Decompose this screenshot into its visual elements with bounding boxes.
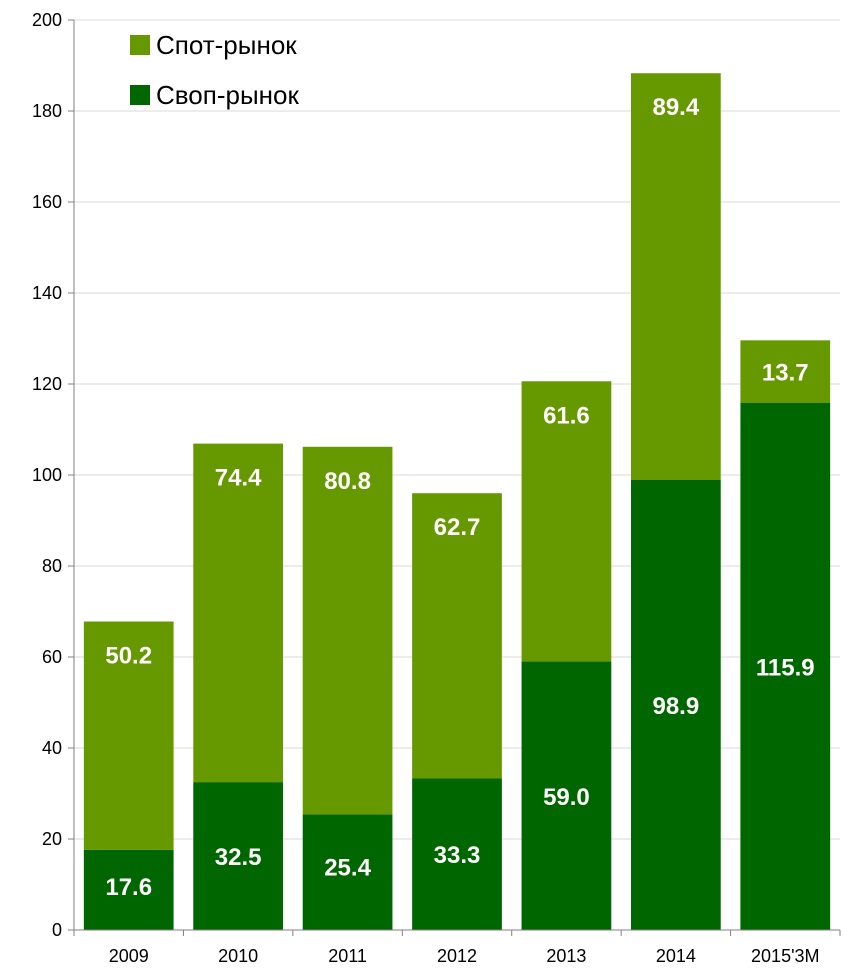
y-tick-label: 120: [32, 374, 62, 394]
bars: [83, 73, 831, 930]
x-tick-label: 2015'3M: [751, 946, 819, 966]
bar-value-label: 80.8: [324, 468, 371, 495]
bar-swap-5: [630, 480, 721, 930]
y-tick-label: 20: [42, 829, 62, 849]
bar-swap-4: [521, 661, 612, 930]
bar-value-label: 115.9: [756, 654, 815, 681]
y-tick-label: 0: [52, 920, 62, 940]
bar-value-label: 13.7: [762, 359, 809, 386]
bar-value-label: 98.9: [652, 693, 699, 720]
bar-value-label: 32.5: [215, 844, 262, 871]
legend-swatch: [130, 35, 150, 55]
x-tick-label: 2012: [437, 946, 477, 966]
y-tick-label: 180: [32, 101, 62, 121]
data-labels: 17.6 50.2 32.5 74.4 25.4 80.8 33.3 62.7 59.0 61.6…: [105, 94, 814, 901]
legend-label: Своп-рынок: [156, 80, 299, 110]
bar-spot-4: [521, 381, 612, 662]
legend-label: Спот-рынок: [156, 30, 297, 60]
y-tick-label: 140: [32, 283, 62, 303]
legend-swatch: [130, 85, 150, 105]
bar-swap-1: [193, 782, 284, 930]
y-tick-label: 60: [42, 647, 62, 667]
bar-value-label: 74.4: [215, 465, 262, 492]
y-tick-label: 200: [32, 10, 62, 30]
bar-spot-5: [630, 73, 721, 481]
bar-swap-6: [740, 402, 831, 930]
bar-spot-1: [193, 443, 284, 783]
bar-spot-3: [412, 493, 502, 779]
bar-value-label: 62.7: [434, 514, 481, 541]
bar-value-label: 89.4: [652, 94, 699, 121]
bar-swap-3: [412, 778, 502, 930]
bar-value-label: 25.4: [324, 854, 371, 881]
bar-value-label: 17.6: [105, 874, 152, 901]
x-tick-label: 2009: [109, 946, 149, 966]
bar-spot-2: [302, 446, 393, 815]
bar-spot-0: [83, 621, 174, 850]
y-tick-label: 100: [32, 465, 62, 485]
y-tick-label: 80: [42, 556, 62, 576]
x-tick-label: 2011: [328, 946, 367, 966]
x-tick-label: 2013: [546, 946, 586, 966]
bar-value-label: 50.2: [105, 643, 152, 670]
x-tick-label: 2010: [218, 946, 258, 966]
bar-value-label: 59.0: [543, 784, 590, 811]
bar-swap-0: [83, 849, 174, 930]
bar-spot-6: [740, 340, 831, 403]
legend: Спот-рынок Своп-рынок: [130, 30, 299, 110]
bar-value-label: 33.3: [434, 842, 481, 869]
y-tick-label: 160: [32, 192, 62, 212]
y-tick-label: 40: [42, 738, 62, 758]
bar-value-label: 61.6: [543, 402, 590, 429]
bar-swap-2: [302, 814, 393, 930]
axes: 0 20 40 60 80 100 120 140 160 180 200 2009 2010 2011 2…: [32, 10, 841, 966]
x-tick-label: 2014: [656, 946, 696, 966]
